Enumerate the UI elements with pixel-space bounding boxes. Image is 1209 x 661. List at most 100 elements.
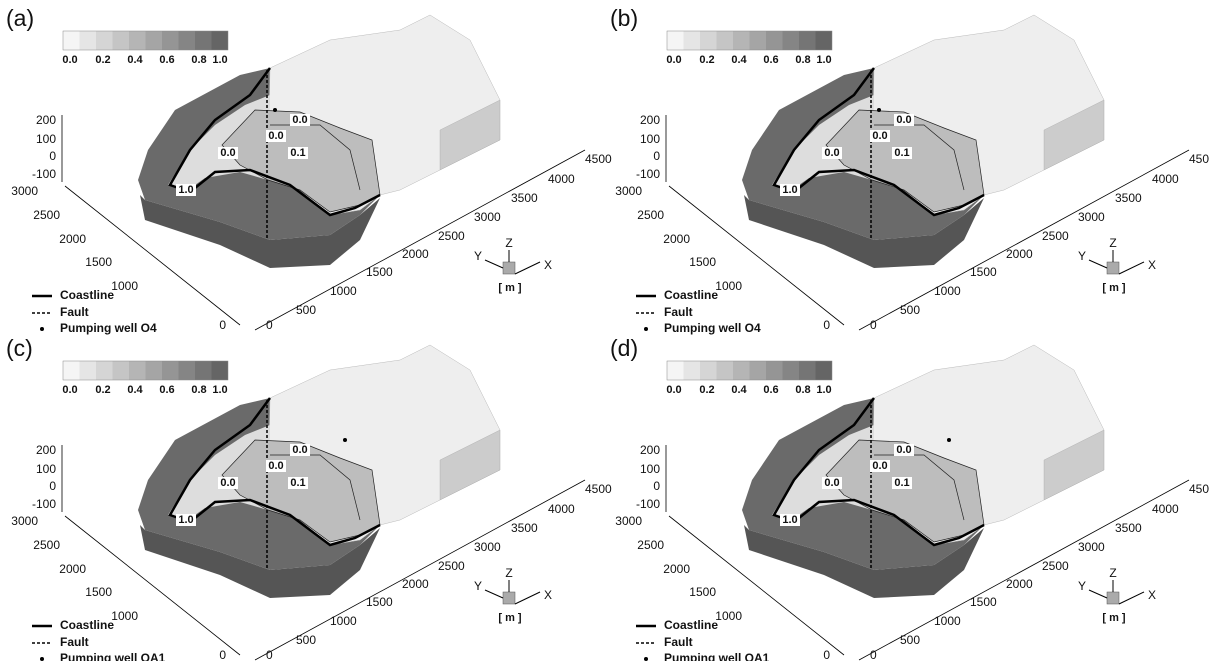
colorbar-cell — [80, 361, 97, 380]
figure: (a)0.00.20.40.60.81.00.00.00.00.11.02001… — [0, 0, 1209, 661]
legend-entry: Pumping well OA1 — [60, 651, 166, 661]
triad-x — [515, 592, 540, 604]
y-tick: 2500 — [637, 208, 664, 222]
contour-label: 0.0 — [872, 130, 887, 142]
z-tick: 100 — [36, 132, 56, 146]
x-tick: 1000 — [934, 614, 961, 628]
z-tick: -100 — [636, 167, 660, 181]
y-tick: 1000 — [715, 279, 742, 293]
y-tick: 2500 — [33, 208, 60, 222]
x-tick: 2000 — [1006, 577, 1033, 591]
legend-entry: Fault — [60, 635, 89, 649]
colorbar-cell — [129, 31, 146, 50]
colorbar-cell — [783, 361, 800, 380]
legend-entry: Fault — [664, 635, 693, 649]
colorbar-cell — [667, 31, 684, 50]
contour-label: 0.0 — [220, 147, 235, 159]
colorbar-cell — [113, 361, 130, 380]
colorbar-tick: 0.2 — [699, 54, 714, 66]
x-tick: 4000 — [1152, 502, 1179, 516]
contour-label: 0.0 — [896, 444, 911, 456]
triad-label: Z — [505, 236, 512, 250]
colorbar-cell — [212, 31, 229, 50]
triad-label: Z — [505, 566, 512, 580]
contour-label: 0.0 — [268, 130, 283, 142]
triad-label: X — [1148, 258, 1156, 272]
z-tick: -100 — [636, 497, 660, 511]
y-tick: 2000 — [663, 232, 690, 246]
y-tick: 0 — [823, 648, 830, 661]
triad-label: X — [1148, 588, 1156, 602]
triad-y — [485, 260, 503, 268]
triad-label: [ m ] — [1102, 612, 1126, 624]
y-tick: 3000 — [615, 184, 642, 198]
legend-entry: Coastline — [664, 618, 718, 632]
z-tick: -100 — [32, 497, 56, 511]
y-tick: 2000 — [59, 562, 86, 576]
y-tick: 1000 — [111, 279, 138, 293]
z-tick: 200 — [36, 113, 56, 127]
triad-cube — [1107, 592, 1119, 604]
x-tick: 3500 — [1115, 521, 1142, 535]
y-tick: 2000 — [59, 232, 86, 246]
colorbar-tick: 0.6 — [763, 54, 778, 66]
colorbar-cell — [96, 31, 113, 50]
pumping-well — [273, 108, 277, 112]
colorbar-cell — [96, 361, 113, 380]
colorbar-cell — [80, 31, 97, 50]
colorbar-tick: 0.0 — [666, 54, 681, 66]
colorbar-tick: 1.0 — [212, 54, 227, 66]
contour-label: 1.0 — [782, 184, 797, 196]
colorbar-cell — [816, 31, 833, 50]
y-tick: 2000 — [663, 562, 690, 576]
colorbar-tick: 0.8 — [191, 384, 206, 396]
triad-label: [ m ] — [1102, 282, 1126, 294]
panel-label: (a) — [6, 5, 34, 31]
colorbar-cell — [799, 361, 816, 380]
z-tick: -100 — [32, 167, 56, 181]
x-tick: 4500 — [1189, 482, 1209, 496]
x-tick: 4500 — [585, 152, 612, 166]
x-tick: 2500 — [438, 559, 465, 573]
contour-label: 0.0 — [824, 477, 839, 489]
triad-label: X — [544, 588, 552, 602]
colorbar-tick: 1.0 — [212, 384, 227, 396]
colorbar-cell — [766, 31, 783, 50]
panel: (a)0.00.20.40.60.81.00.00.00.00.11.02001… — [6, 5, 612, 335]
y-tick: 1500 — [85, 585, 112, 599]
legend-well — [40, 657, 44, 661]
colorbar-cell — [684, 31, 701, 50]
panel-label: (b) — [610, 5, 638, 31]
triad-label: [ m ] — [498, 612, 522, 624]
contour-label: 1.0 — [782, 514, 797, 526]
x-tick: 1500 — [366, 595, 393, 609]
colorbar-cell — [733, 31, 750, 50]
colorbar-cell — [733, 361, 750, 380]
colorbar-tick: 0.2 — [699, 384, 714, 396]
colorbar-cell — [179, 361, 196, 380]
colorbar-tick: 0.8 — [795, 384, 810, 396]
legend-entry: Pumping well OA1 — [664, 651, 770, 661]
colorbar-cell — [195, 31, 212, 50]
triad-label: Z — [1109, 236, 1116, 250]
z-tick: 0 — [653, 149, 660, 163]
x-tick: 3500 — [511, 521, 538, 535]
triad-x — [1119, 262, 1144, 274]
colorbar-tick: 0.4 — [127, 384, 143, 396]
x-tick: 3000 — [474, 210, 501, 224]
colorbar-tick: 0.4 — [127, 54, 143, 66]
x-tick: 500 — [296, 303, 316, 317]
colorbar-cell — [700, 31, 717, 50]
colorbar-tick: 0.4 — [731, 384, 747, 396]
pumping-well — [947, 438, 951, 442]
legend-entry: Coastline — [60, 288, 114, 302]
z-tick: 0 — [49, 479, 56, 493]
triad-cube — [503, 262, 515, 274]
z-tick: 100 — [640, 462, 660, 476]
colorbar-tick: 0.6 — [763, 384, 778, 396]
z-tick: 200 — [640, 443, 660, 457]
contour-label: 0.0 — [824, 147, 839, 159]
x-tick: 3500 — [1115, 191, 1142, 205]
colorbar-cell — [212, 361, 229, 380]
